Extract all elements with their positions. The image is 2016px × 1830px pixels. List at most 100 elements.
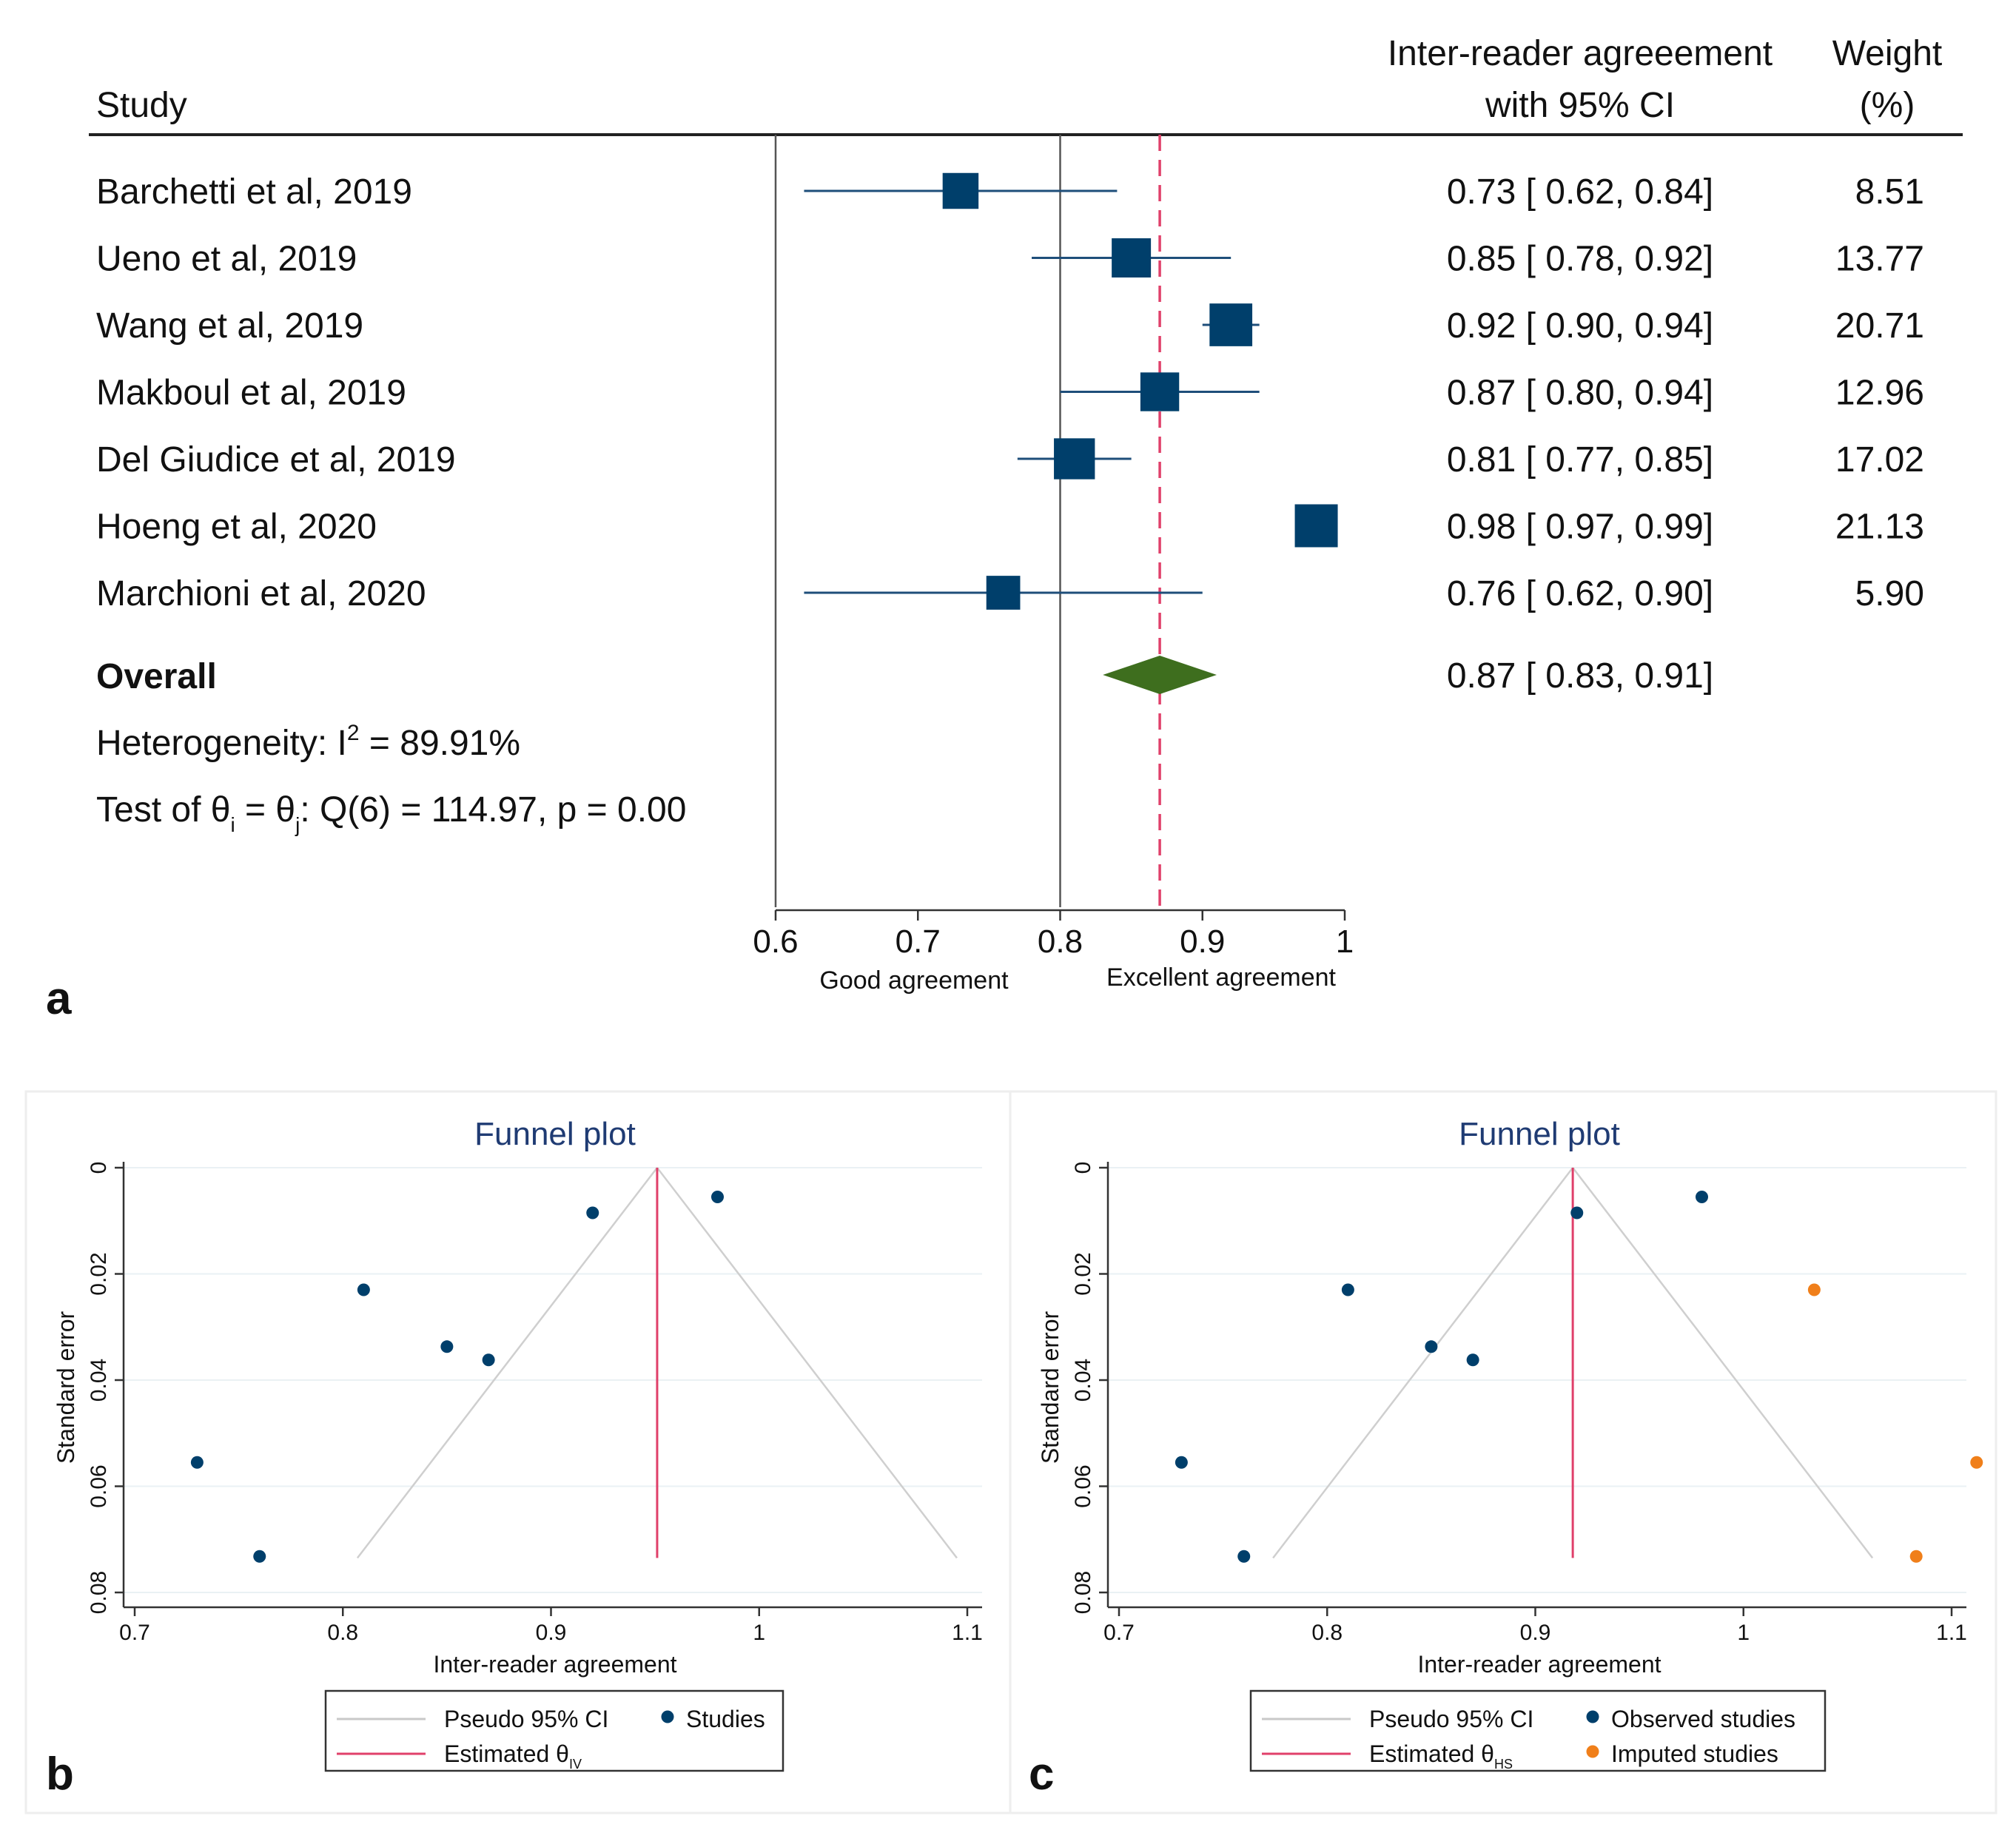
study-name-column: Barchetti et al, 2019 Ueno et al, 2019 Wan… [96, 172, 456, 613]
observed-study-point [482, 1353, 495, 1367]
funnel-x-tick-label: 1.1 [1936, 1621, 1967, 1645]
funnel-x-tick-label: 1 [1737, 1621, 1750, 1645]
panel-c-legend: Pseudo 95% CI Observed studies Estimated… [1249, 1689, 1827, 1772]
panel-b-legend: Pseudo 95% CI Studies Estimated θIV [324, 1689, 784, 1772]
study-marker [1209, 303, 1253, 346]
heterogeneity-text: Heterogeneity: I2 = 89.91% [96, 721, 520, 763]
study-marker [1054, 438, 1095, 480]
study-ci-value: 0.87 [ 0.80, 0.94] [1447, 374, 1713, 413]
panel-c-legend-estimate-label: Estimated θHS [1369, 1740, 1513, 1772]
panel-b-legend-estimate-label: Estimated θIV [444, 1740, 582, 1772]
study-ci-value: 0.76 [ 0.62, 0.90] [1447, 574, 1713, 613]
panel-a-label: a [46, 973, 72, 1024]
study-ci-value: 0.85 [ 0.78, 0.92] [1447, 240, 1713, 279]
study-marker [942, 172, 979, 209]
study-name: Del Giudice et al, 2019 [96, 440, 456, 480]
funnel-x-tick-label: 0.7 [1103, 1621, 1135, 1645]
panel-c-legend-imputed-label: Imputed studies [1611, 1740, 1778, 1767]
good-agreement-annotation: Good agreement [819, 966, 1009, 995]
pseudo-ci-right-line [656, 1167, 958, 1559]
funnel-x-tick-label: 0.8 [1311, 1621, 1343, 1645]
observed-study-point [586, 1206, 599, 1220]
observed-study-point [1570, 1206, 1584, 1220]
panel-c-plot-region [1110, 1162, 1972, 1613]
q-test-text: Test of θi = θj: Q(6) = 114.97, p = 0.00 [96, 790, 686, 836]
funnel-y-tick-label: 0 [1071, 1162, 1095, 1174]
forest-plot-panel: Study Inter-reader agreeement with 95% C… [46, 34, 1963, 1024]
observed-study-point [1237, 1550, 1251, 1563]
funnel-y-tick-label: 0.02 [1071, 1252, 1095, 1295]
study-name: Makboul et al, 2019 [96, 374, 406, 413]
panel-c-y-axis-title: Standard error [1037, 1311, 1064, 1464]
overall-label: Overall [96, 657, 217, 696]
panel-b-legend-studies-marker [661, 1710, 674, 1723]
forest-plot-area: 0.6 0.7 0.8 0.9 1 Good agreement Excellent agr… [753, 135, 1354, 995]
estimate-column-header-line1: Inter-reader agreeement [1388, 34, 1773, 73]
funnel-x-tick-label: 0.9 [1520, 1621, 1551, 1645]
funnel-plot-c-panel: Funnel plot 0 0.02 0.04 0.06 0.08 0.7 0.8 0.9 1 1… [1009, 1090, 1997, 1814]
imputed-study-point [1970, 1456, 1983, 1469]
panel-b-plot: 0 0.02 0.04 0.06 0.08 0.7 0.8 0.9 1 1.1 [87, 1162, 983, 1645]
study-weight-value: 20.71 [1835, 306, 1924, 346]
panel-c-legend-ci-label: Pseudo 95% CI [1369, 1706, 1533, 1732]
panel-b-title: Funnel plot [474, 1116, 636, 1152]
estimate-column: 0.73 [ 0.62, 0.84] 8.51 0.85 [ 0.78, 0.92]… [1447, 172, 1924, 696]
study-name: Wang et al, 2019 [96, 306, 363, 346]
funnel-x-tick-label: 1 [753, 1621, 765, 1645]
forest-x-tick-label: 0.9 [1180, 924, 1225, 960]
panel-c-legend-imputed-marker [1586, 1745, 1599, 1758]
observed-study-point [1466, 1353, 1479, 1367]
funnel-y-tick-label: 0.02 [87, 1252, 111, 1295]
panel-c-plot: 0 0.02 0.04 0.06 0.08 0.7 0.8 0.9 1 1.1 [1071, 1162, 1983, 1645]
panel-c-title: Funnel plot [1459, 1116, 1620, 1152]
observed-study-point [190, 1456, 204, 1469]
pseudo-ci-right-line [1572, 1167, 1874, 1559]
funnel-x-tick-label: 1.1 [952, 1621, 983, 1645]
panel-b-legend-studies-label: Studies [686, 1706, 765, 1732]
funnel-y-tick-label: 0.08 [87, 1571, 111, 1614]
panel-b-legend-box [324, 1689, 784, 1772]
study-name: Barchetti et al, 2019 [96, 172, 412, 212]
funnel-y-tick-label: 0.06 [87, 1464, 111, 1507]
panel-c-legend-box [1249, 1689, 1827, 1772]
overall-ci-value: 0.87 [ 0.83, 0.91] [1447, 656, 1713, 696]
study-weight-value: 13.77 [1835, 240, 1924, 279]
observed-study-point [1425, 1340, 1438, 1353]
pseudo-ci-left-line [1272, 1167, 1574, 1559]
study-name: Marchioni et al, 2020 [96, 574, 426, 613]
funnel-x-tick-label: 0.9 [536, 1621, 567, 1645]
panel-c-x-axis-title: Inter-reader agreement [1417, 1651, 1661, 1678]
funnel-y-tick-label: 0 [87, 1162, 111, 1174]
observed-study-point [253, 1550, 266, 1563]
pseudo-ci-left-line [356, 1167, 658, 1559]
study-weight-value: 21.13 [1835, 508, 1924, 547]
study-column-header: Study [96, 86, 187, 125]
study-name: Hoeng et al, 2020 [96, 508, 377, 547]
weight-column-header-line1: Weight [1832, 34, 1943, 73]
study-marker [986, 576, 1021, 610]
funnel-y-tick-label: 0.06 [1071, 1464, 1095, 1507]
study-ci-value: 0.81 [ 0.77, 0.85] [1447, 440, 1713, 480]
study-weight-value: 17.02 [1835, 440, 1924, 480]
imputed-study-point [1909, 1550, 1923, 1563]
study-marker [1112, 238, 1152, 277]
excellent-agreement-annotation: Excellent agreement [1106, 963, 1337, 992]
study-ci-value: 0.92 [ 0.90, 0.94] [1447, 306, 1713, 346]
study-weight-value: 12.96 [1835, 374, 1924, 413]
study-marker [1294, 504, 1338, 548]
funnel-y-tick-label: 0.08 [1071, 1571, 1095, 1614]
study-ci-value: 0.98 [ 0.97, 0.99] [1447, 508, 1713, 547]
weight-column-header-line2: (%) [1860, 86, 1915, 125]
forest-x-tick-label: 0.7 [896, 924, 941, 960]
observed-study-point [1175, 1456, 1188, 1469]
funnel-plot-b-panel: Funnel plot 0 0.02 0.04 0.06 0.08 0.7 0.8 0.9 1 1… [24, 1090, 1012, 1814]
observed-study-point [1341, 1283, 1354, 1296]
panel-c-legend-observed-marker [1586, 1710, 1599, 1723]
panel-c-legend-observed-label: Observed studies [1611, 1706, 1795, 1732]
study-marker [1140, 372, 1180, 411]
estimate-column-header-line2: with 95% CI [1485, 86, 1675, 125]
observed-study-point [440, 1340, 454, 1353]
panel-b-plot-region [126, 1162, 988, 1613]
study-name: Ueno et al, 2019 [96, 240, 357, 279]
